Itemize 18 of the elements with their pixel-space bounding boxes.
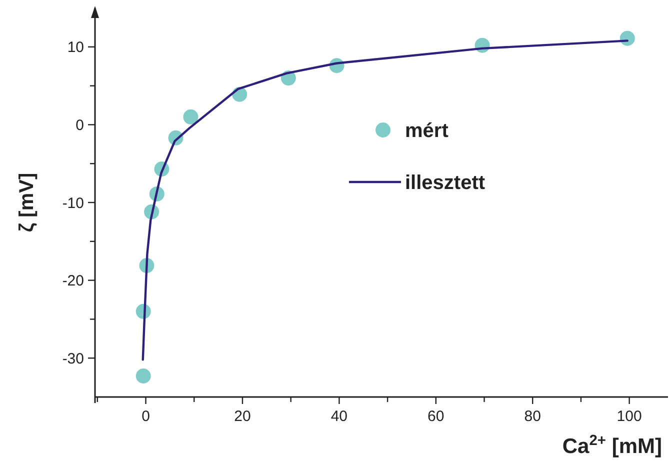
y-tick-label: 0	[76, 116, 84, 134]
y-tick-label: -10	[62, 194, 84, 212]
x-tick-label: 40	[330, 408, 348, 425]
point	[620, 30, 635, 46]
y-tick-label: -20	[62, 272, 84, 290]
x-tick-label: 0	[142, 408, 150, 425]
x-tick-label: 100	[616, 408, 642, 425]
y-tick-label: 10	[67, 39, 84, 56]
x-axis-title: Ca$^{2+}$ [mM]	[562, 433, 662, 458]
x-tick-label: 80	[524, 408, 541, 425]
point	[136, 368, 151, 384]
legend-label: illesztett	[405, 172, 486, 194]
x-tick-label: 60	[428, 408, 444, 425]
legend-label: mért	[405, 120, 449, 142]
y-tick-label: -30	[62, 350, 84, 368]
x-tick-label: 20	[234, 408, 251, 425]
y-axis-title: ζ [mV]	[16, 172, 38, 232]
point	[183, 109, 198, 124]
